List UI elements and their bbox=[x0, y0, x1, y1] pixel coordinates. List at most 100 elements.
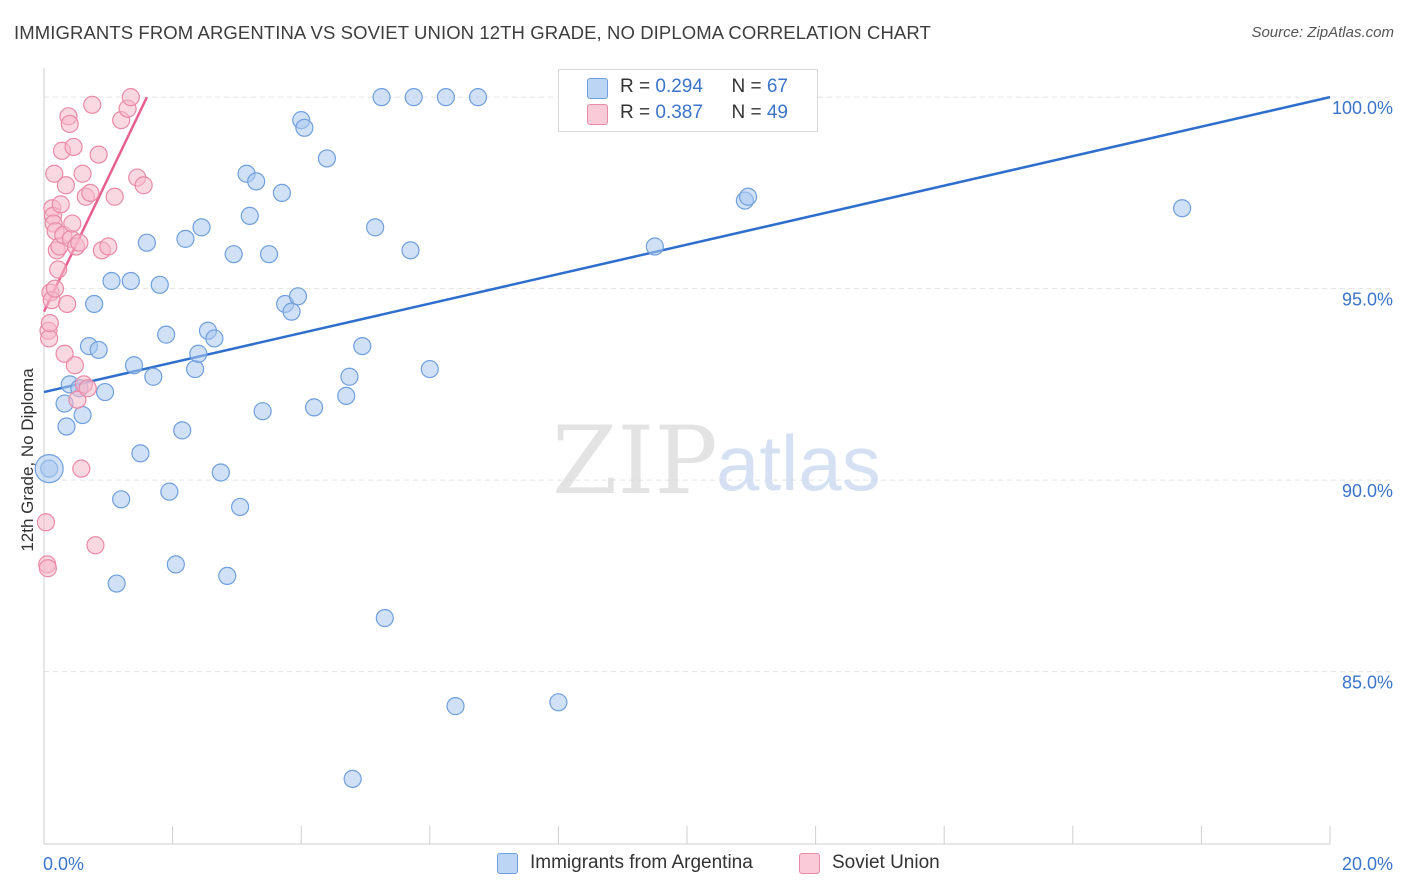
point-argentina bbox=[468, 88, 488, 107]
point-argentina bbox=[259, 245, 279, 264]
point-argentina bbox=[304, 398, 324, 417]
point-argentina bbox=[366, 218, 385, 237]
point-soviet bbox=[64, 137, 83, 157]
point-soviet bbox=[81, 183, 100, 202]
legend-r-label: R = bbox=[620, 76, 656, 97]
point-soviet bbox=[51, 195, 70, 214]
point-argentina bbox=[131, 444, 150, 463]
point-soviet bbox=[60, 114, 79, 134]
point-argentina bbox=[89, 340, 108, 360]
point-soviet bbox=[83, 95, 102, 114]
point-argentina bbox=[240, 206, 259, 225]
point-argentina bbox=[375, 608, 394, 628]
point-argentina bbox=[85, 294, 104, 314]
point-argentina bbox=[247, 172, 266, 191]
legend-n-value-soviet: 49 bbox=[766, 102, 788, 123]
bottom-legend-swatch-argentina bbox=[497, 853, 518, 874]
point-argentina bbox=[176, 229, 195, 248]
point-argentina bbox=[205, 329, 224, 348]
point-argentina bbox=[420, 359, 439, 379]
point-soviet bbox=[36, 513, 56, 532]
point-argentina bbox=[282, 302, 301, 321]
point-argentina bbox=[337, 386, 356, 405]
legend-swatch-soviet bbox=[587, 104, 608, 125]
point-soviet bbox=[56, 176, 75, 195]
legend-r-label: R = bbox=[620, 102, 656, 123]
point-soviet bbox=[73, 164, 92, 183]
point-argentina bbox=[121, 271, 140, 291]
point-soviet bbox=[121, 88, 140, 107]
point-argentina bbox=[137, 233, 156, 252]
point-soviet bbox=[55, 344, 74, 363]
point-argentina bbox=[211, 463, 230, 482]
point-argentina bbox=[1173, 199, 1192, 218]
point-argentina bbox=[253, 402, 272, 421]
point-argentina bbox=[102, 271, 121, 291]
trend-lines bbox=[42, 95, 1331, 394]
y-tick-label: 90.0% bbox=[1342, 481, 1393, 501]
y-tick-label: 95.0% bbox=[1342, 290, 1393, 310]
point-soviet bbox=[65, 356, 84, 375]
point-argentina bbox=[340, 367, 359, 386]
point-argentina bbox=[124, 356, 144, 375]
point-argentina bbox=[272, 183, 292, 202]
legend-r-value-soviet: 0.387 bbox=[655, 102, 703, 123]
legend-n-value-argentina: 67 bbox=[766, 76, 788, 97]
bottom-legend-label-soviet: Soviet Union bbox=[832, 852, 940, 873]
point-argentina bbox=[446, 697, 465, 716]
point-soviet bbox=[134, 176, 153, 195]
y-tick-labels: 85.0% 90.0% 95.0% 100.0% bbox=[1332, 98, 1393, 693]
point-soviet bbox=[58, 294, 77, 314]
point-argentina bbox=[112, 490, 131, 509]
point-argentina bbox=[160, 482, 179, 501]
trend-line-argentina bbox=[43, 95, 1331, 394]
point-argentina bbox=[150, 275, 169, 294]
point-argentina bbox=[401, 241, 420, 260]
point-soviet bbox=[45, 164, 64, 183]
point-soviet bbox=[68, 390, 87, 409]
point-soviet bbox=[49, 260, 68, 279]
point-soviet bbox=[63, 214, 82, 233]
point-soviet bbox=[86, 536, 105, 555]
legend-r-value-argentina: 0.294 bbox=[655, 76, 703, 97]
y-tick-label: 100.0% bbox=[1332, 98, 1393, 118]
legend-swatch-argentina bbox=[587, 78, 608, 99]
point-argentina bbox=[288, 287, 308, 306]
point-soviet bbox=[99, 237, 118, 256]
source-label: Source: ZipAtlas.com bbox=[1251, 24, 1394, 41]
point-soviet bbox=[40, 329, 59, 348]
y-tick-label: 85.0% bbox=[1342, 673, 1393, 693]
point-argentina bbox=[317, 149, 337, 168]
point-argentina bbox=[343, 769, 362, 788]
point-argentina bbox=[295, 118, 314, 137]
chart-title: IMMIGRANTS FROM ARGENTINA VS SOVIET UNIO… bbox=[14, 22, 931, 43]
point-soviet bbox=[70, 233, 89, 252]
watermark-atlas: atlas bbox=[716, 419, 881, 507]
point-argentina bbox=[189, 344, 208, 363]
bottom-legend-swatch-soviet bbox=[799, 853, 820, 874]
x-tick-labels: 0.0% 20.0% bbox=[43, 854, 1393, 874]
point-soviet bbox=[89, 145, 108, 164]
point-argentina bbox=[157, 325, 176, 344]
point-argentina bbox=[231, 497, 250, 517]
point-argentina bbox=[353, 337, 372, 356]
point-argentina bbox=[57, 417, 76, 436]
watermark-zip: ZIP bbox=[552, 407, 718, 516]
point-argentina bbox=[186, 359, 205, 379]
legend-n-label: N = bbox=[731, 76, 767, 97]
point-argentina bbox=[436, 88, 455, 107]
point-argentina bbox=[224, 245, 243, 264]
point-argentina bbox=[173, 421, 192, 440]
point-argentina bbox=[144, 367, 163, 386]
point-argentina bbox=[73, 405, 92, 425]
point-argentina-large bbox=[34, 454, 64, 484]
point-argentina bbox=[404, 88, 423, 107]
grid-lines bbox=[44, 96, 1393, 673]
x-tick-label: 20.0% bbox=[1342, 854, 1393, 874]
stats-legend: R = 0.294 N = 67 R = 0.387 N = 49 bbox=[558, 69, 818, 132]
point-argentina bbox=[107, 574, 126, 593]
point-soviet bbox=[78, 379, 97, 398]
legend-n-label: N = bbox=[731, 102, 767, 123]
point-soviet bbox=[40, 314, 59, 333]
